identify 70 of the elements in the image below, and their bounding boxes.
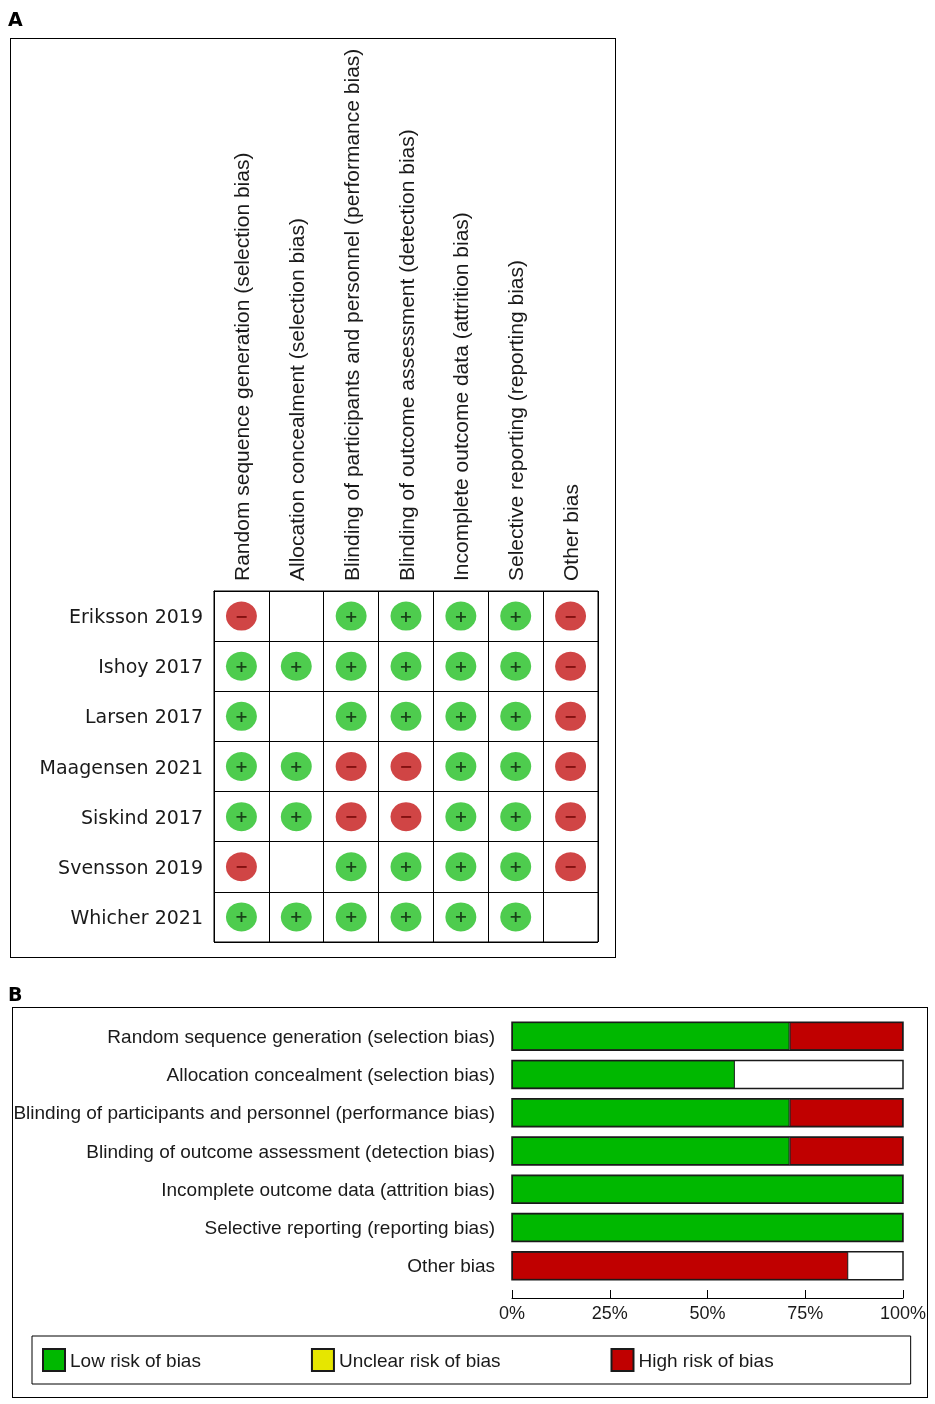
legend-label: High risk of bias: [638, 1349, 774, 1371]
text: +: [289, 656, 303, 676]
text: A: [8, 7, 23, 30]
x-tick-label: 50%: [689, 1303, 726, 1323]
text: +: [399, 706, 413, 726]
y-tick-label: Blinding of participants and personnel (performance bias): [13, 1102, 495, 1124]
text: +: [344, 606, 358, 626]
text: +: [344, 907, 358, 927]
text: +: [509, 807, 523, 827]
text: +: [509, 606, 523, 626]
y-tick-label: Allocation concealment (selection bias): [166, 1063, 495, 1085]
y-tick-label: Random sequence generation (selection bias): [107, 1025, 495, 1047]
text: +: [344, 857, 358, 877]
text: +: [509, 857, 523, 877]
text: +: [234, 656, 249, 676]
text: +: [234, 706, 249, 726]
text: −: [563, 606, 578, 626]
text: +: [234, 907, 249, 927]
text: +: [509, 757, 523, 776]
text: −: [563, 656, 578, 676]
text: +: [399, 606, 413, 626]
x-tick-label: Other bias: [559, 484, 583, 581]
text: −: [563, 706, 578, 726]
y-tick-label: Ishoy 2017: [98, 655, 203, 678]
text: +: [454, 656, 468, 676]
text: +: [344, 656, 358, 676]
text: +: [289, 907, 303, 927]
text: +: [234, 807, 249, 827]
text: +: [454, 807, 468, 827]
text: −: [234, 857, 249, 877]
text: +: [399, 907, 413, 927]
legend-label: Unclear risk of bias: [338, 1349, 501, 1371]
text: −: [344, 807, 358, 827]
text: +: [509, 656, 523, 676]
text: B: [8, 982, 23, 1005]
text: +: [234, 757, 249, 776]
x-tick-label: 100%: [879, 1303, 927, 1323]
text: +: [454, 907, 468, 927]
y-tick-label: Incomplete outcome data (attrition bias): [161, 1178, 495, 1200]
text: −: [234, 606, 249, 626]
text: −: [399, 757, 413, 776]
text: +: [289, 757, 303, 776]
y-tick-label: Whicher 2021: [70, 905, 203, 928]
y-tick-label: Selective reporting (reporting bias): [204, 1217, 495, 1239]
y-tick-label: Other bias: [407, 1255, 495, 1277]
x-tick-label: 25%: [591, 1303, 628, 1323]
y-tick-label: Siskind 2017: [80, 805, 203, 828]
text: +: [344, 706, 358, 726]
y-tick-label: Larsen 2017: [84, 705, 203, 728]
y-tick-label: Blinding of outcome assessment (detection bias): [86, 1140, 495, 1162]
text: +: [454, 706, 468, 726]
text: −: [563, 757, 578, 776]
text: −: [563, 807, 578, 827]
text: +: [454, 606, 468, 626]
text: −: [399, 807, 413, 827]
legend-label: Low risk of bias: [70, 1349, 201, 1371]
y-tick-label: Maagensen 2021: [39, 755, 203, 778]
text: +: [399, 656, 413, 676]
y-tick-label: Svensson 2019: [58, 855, 203, 878]
text: +: [399, 857, 413, 877]
x-tick-label: 75%: [787, 1303, 824, 1323]
text: +: [454, 857, 468, 877]
x-tick-label: 0%: [498, 1303, 526, 1323]
text: +: [509, 706, 523, 726]
text: −: [563, 857, 578, 877]
text: +: [454, 757, 468, 776]
text: +: [289, 807, 303, 827]
text: +: [509, 907, 523, 927]
text: −: [344, 757, 358, 776]
y-tick-label: Eriksson 2019: [69, 605, 203, 628]
